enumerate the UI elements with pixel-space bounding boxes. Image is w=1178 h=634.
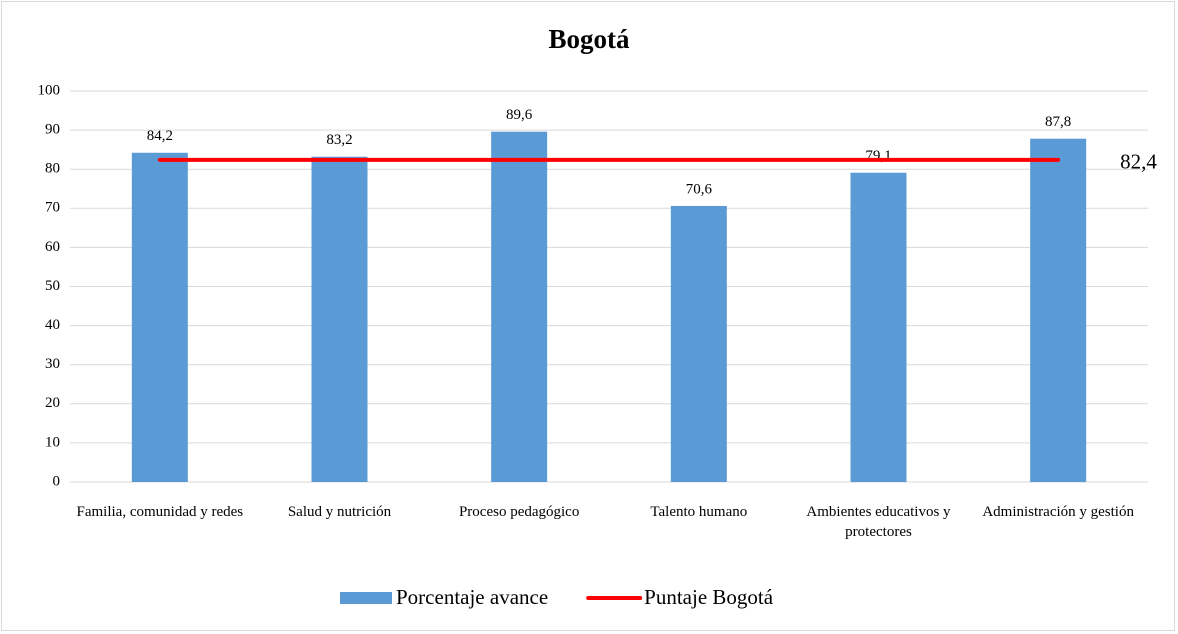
x-tick-label: Proceso pedagógico — [458, 504, 580, 520]
value-label: 89,6 — [506, 107, 533, 123]
y-tick-label: 50 — [45, 278, 60, 294]
legend-label: Puntaje Bogotá — [644, 585, 774, 609]
chart-title: Bogotá — [549, 24, 631, 54]
x-tick-label: Talento humano — [650, 504, 748, 520]
value-label: 87,8 — [1045, 114, 1071, 130]
value-label: 84,2 — [147, 128, 173, 144]
x-tick-label: Salud y nutrición — [287, 504, 392, 520]
x-tick-label: Administración y gestión — [982, 504, 1134, 520]
legend-label: Porcentaje avance — [396, 585, 548, 609]
value-label: 82,4 — [1120, 150, 1157, 174]
y-tick-label: 90 — [45, 122, 60, 138]
value-label: 83,2 — [326, 132, 352, 148]
bar — [491, 131, 548, 482]
bar — [850, 172, 907, 482]
y-tick-label: 80 — [45, 161, 60, 177]
x-tick-label: Ambientes educativos y protectores — [806, 504, 951, 540]
bar — [1030, 138, 1087, 482]
value-label: 70,6 — [686, 181, 713, 197]
y-tick-label: 100 — [38, 82, 61, 98]
y-tick-label: 10 — [45, 434, 60, 450]
legend-swatch — [340, 592, 392, 604]
y-tick-label: 70 — [45, 200, 60, 216]
y-tick-label: 0 — [53, 473, 61, 489]
y-tick-label: 20 — [45, 395, 60, 411]
y-tick-label: 30 — [45, 356, 60, 372]
y-tick-label: 60 — [45, 239, 60, 255]
bar — [670, 205, 727, 483]
y-tick-label: 40 — [45, 317, 60, 333]
bar — [311, 156, 368, 483]
bar — [131, 152, 188, 482]
x-tick-label: Familia, comunidad y redes — [76, 504, 244, 520]
